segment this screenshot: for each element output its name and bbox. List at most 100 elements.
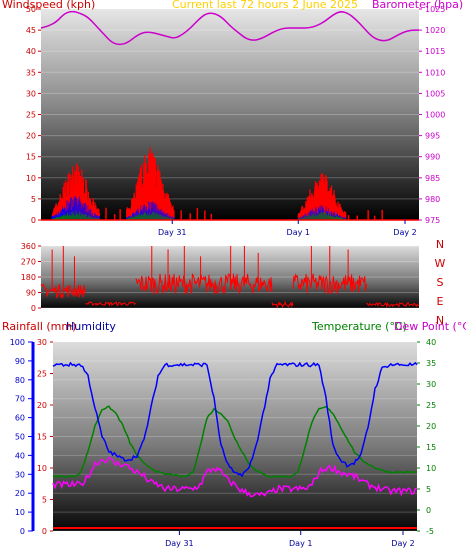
wind-bar [167, 194, 170, 220]
rain-ytick-label: 30 [37, 338, 47, 347]
temp-ytick-label: 0 [426, 506, 431, 515]
baro-ytick-label: 1005 [425, 89, 445, 98]
humidity-ytick-label: 50 [15, 433, 25, 442]
humidity-ytick-label: 60 [15, 414, 25, 423]
direction-line [366, 302, 420, 309]
temperature-axis-title: Temperature (°C) [311, 320, 407, 333]
barometer-axis-title: Barometer (hpa) [372, 0, 463, 11]
direction-ytick-label: 90 [26, 289, 36, 298]
compass-label: N [436, 238, 444, 251]
wind-plot-area [41, 9, 419, 220]
humidity-ytick-label: 100 [10, 338, 25, 347]
rain-ytick-label: 0 [42, 527, 47, 536]
temp-xaxis-band [53, 531, 417, 551]
humidity-ytick-label: 0 [20, 527, 25, 536]
wind-bar [180, 210, 182, 220]
windspeed-axis-title: Windspeed (kph) [2, 0, 95, 11]
baro-ytick-label: 1020 [425, 26, 445, 35]
wind-bar [204, 210, 206, 220]
wind-ytick-label: 20 [26, 132, 36, 141]
wind-bar [210, 213, 213, 220]
wind-ytick-label: 40 [26, 47, 36, 56]
wind-yaxis-ticks: 0 5 10 15 20 25 30 35 40 45 50 [26, 5, 41, 225]
temp-gridlines [53, 341, 417, 532]
temp-ytick-label: 5 [426, 485, 431, 494]
wind-ytick-label: 5 [31, 195, 36, 204]
baro-ytick-label: 990 [425, 153, 440, 162]
temp-ytick-label: 10 [426, 464, 436, 473]
wind-bar [173, 210, 175, 220]
wind-bar [344, 211, 347, 220]
humidity-ytick-label: 10 [15, 508, 25, 517]
rain-yaxis-ticks: 0 5 10 15 20 25 30 [37, 338, 53, 536]
wind-bar [189, 213, 191, 220]
dewpoint-line [52, 456, 418, 498]
humidity-ytick-label: 20 [15, 489, 25, 498]
temp-series [52, 361, 418, 498]
baro-ytick-label: 980 [425, 195, 440, 204]
wind-ytick-label: 50 [26, 5, 36, 14]
humidity-line [52, 361, 418, 478]
direction-line [271, 300, 294, 309]
wind-xtick-label: Day 1 [287, 228, 310, 237]
humidity-ytick-label: 30 [15, 470, 25, 479]
rainfall-axis-title: Rainfall (mm) [2, 320, 76, 333]
humidity-ytick-label: 70 [15, 395, 25, 404]
rain-ytick-label: 20 [37, 401, 47, 410]
gust-bar [98, 215, 101, 220]
gust-bar [173, 217, 175, 220]
barometer-series [40, 10, 419, 46]
baro-ytick-label: 1010 [425, 68, 445, 77]
baro-yaxis-ticks: 975 980 985 990 995 1000 1005 1010 1015 1020 1025 [419, 5, 445, 225]
wind-ytick-label: 10 [26, 174, 36, 183]
temp-xaxis-ticks: Day 31 Day 1 Day 2 [165, 531, 415, 548]
baro-ytick-label: 975 [425, 216, 440, 225]
windspeed-series [41, 147, 419, 221]
temp-xtick-label: Day 31 [165, 539, 194, 548]
wind-ytick-label: 0 [31, 216, 36, 225]
wind-xaxis-ticks: Day 31 Day 1 Day 2 [158, 220, 417, 237]
temp-plot-area [53, 342, 417, 531]
humidity-ytick-label: 90 [15, 357, 25, 366]
compass-label: N [436, 314, 444, 327]
direction-line [85, 301, 136, 307]
rain-ytick-label: 5 [42, 496, 47, 505]
temperature-line [52, 405, 418, 479]
temp-ytick-label: 20 [426, 422, 436, 431]
temp-xtick-label: Day 1 [289, 539, 312, 548]
temp-ytick-label: 30 [426, 380, 436, 389]
wind-gridlines [41, 8, 419, 221]
humidity-yaxis-ticks: 0 10 20 30 40 50 60 70 80 90 100 [10, 338, 33, 536]
wind-bar [113, 214, 116, 220]
wind-xtick-label: Day 2 [393, 228, 416, 237]
direction-ytick-label: 180 [21, 273, 36, 282]
rain-ytick-label: 25 [37, 370, 47, 379]
wind-xtick-label: Day 31 [158, 228, 187, 237]
temp-ytick-label: -5 [426, 527, 434, 536]
wind-ytick-label: 45 [26, 26, 36, 35]
wind-bar [105, 207, 107, 220]
direction-ytick-label: 270 [21, 258, 36, 267]
chart-header-center: Current last 72 hours 2 June 2025 [172, 0, 358, 11]
dewpoint-axis-title: Dew Point (°C) [394, 320, 466, 333]
wind-bar [356, 215, 359, 220]
temp-ytick-label: 35 [426, 359, 436, 368]
baro-ytick-label: 1015 [425, 47, 445, 56]
temp-xtick-label: Day 2 [391, 539, 414, 548]
baro-ytick-label: 985 [425, 174, 440, 183]
direction-line [40, 283, 87, 300]
baro-ytick-label: 1025 [425, 5, 445, 14]
wind-bar [196, 207, 199, 220]
temp-yaxis-ticks: -5 0 5 10 15 20 25 30 35 40 [417, 338, 436, 536]
wind-ytick-label: 35 [26, 68, 36, 77]
compass-label: S [437, 276, 444, 289]
direction-ytick-label: 360 [21, 242, 36, 251]
compass-label: E [437, 295, 444, 308]
direction-line [135, 272, 218, 295]
temp-ytick-label: 25 [426, 401, 436, 410]
humidity-axis-title: Humidity [66, 320, 116, 333]
wind-bar [347, 215, 350, 220]
